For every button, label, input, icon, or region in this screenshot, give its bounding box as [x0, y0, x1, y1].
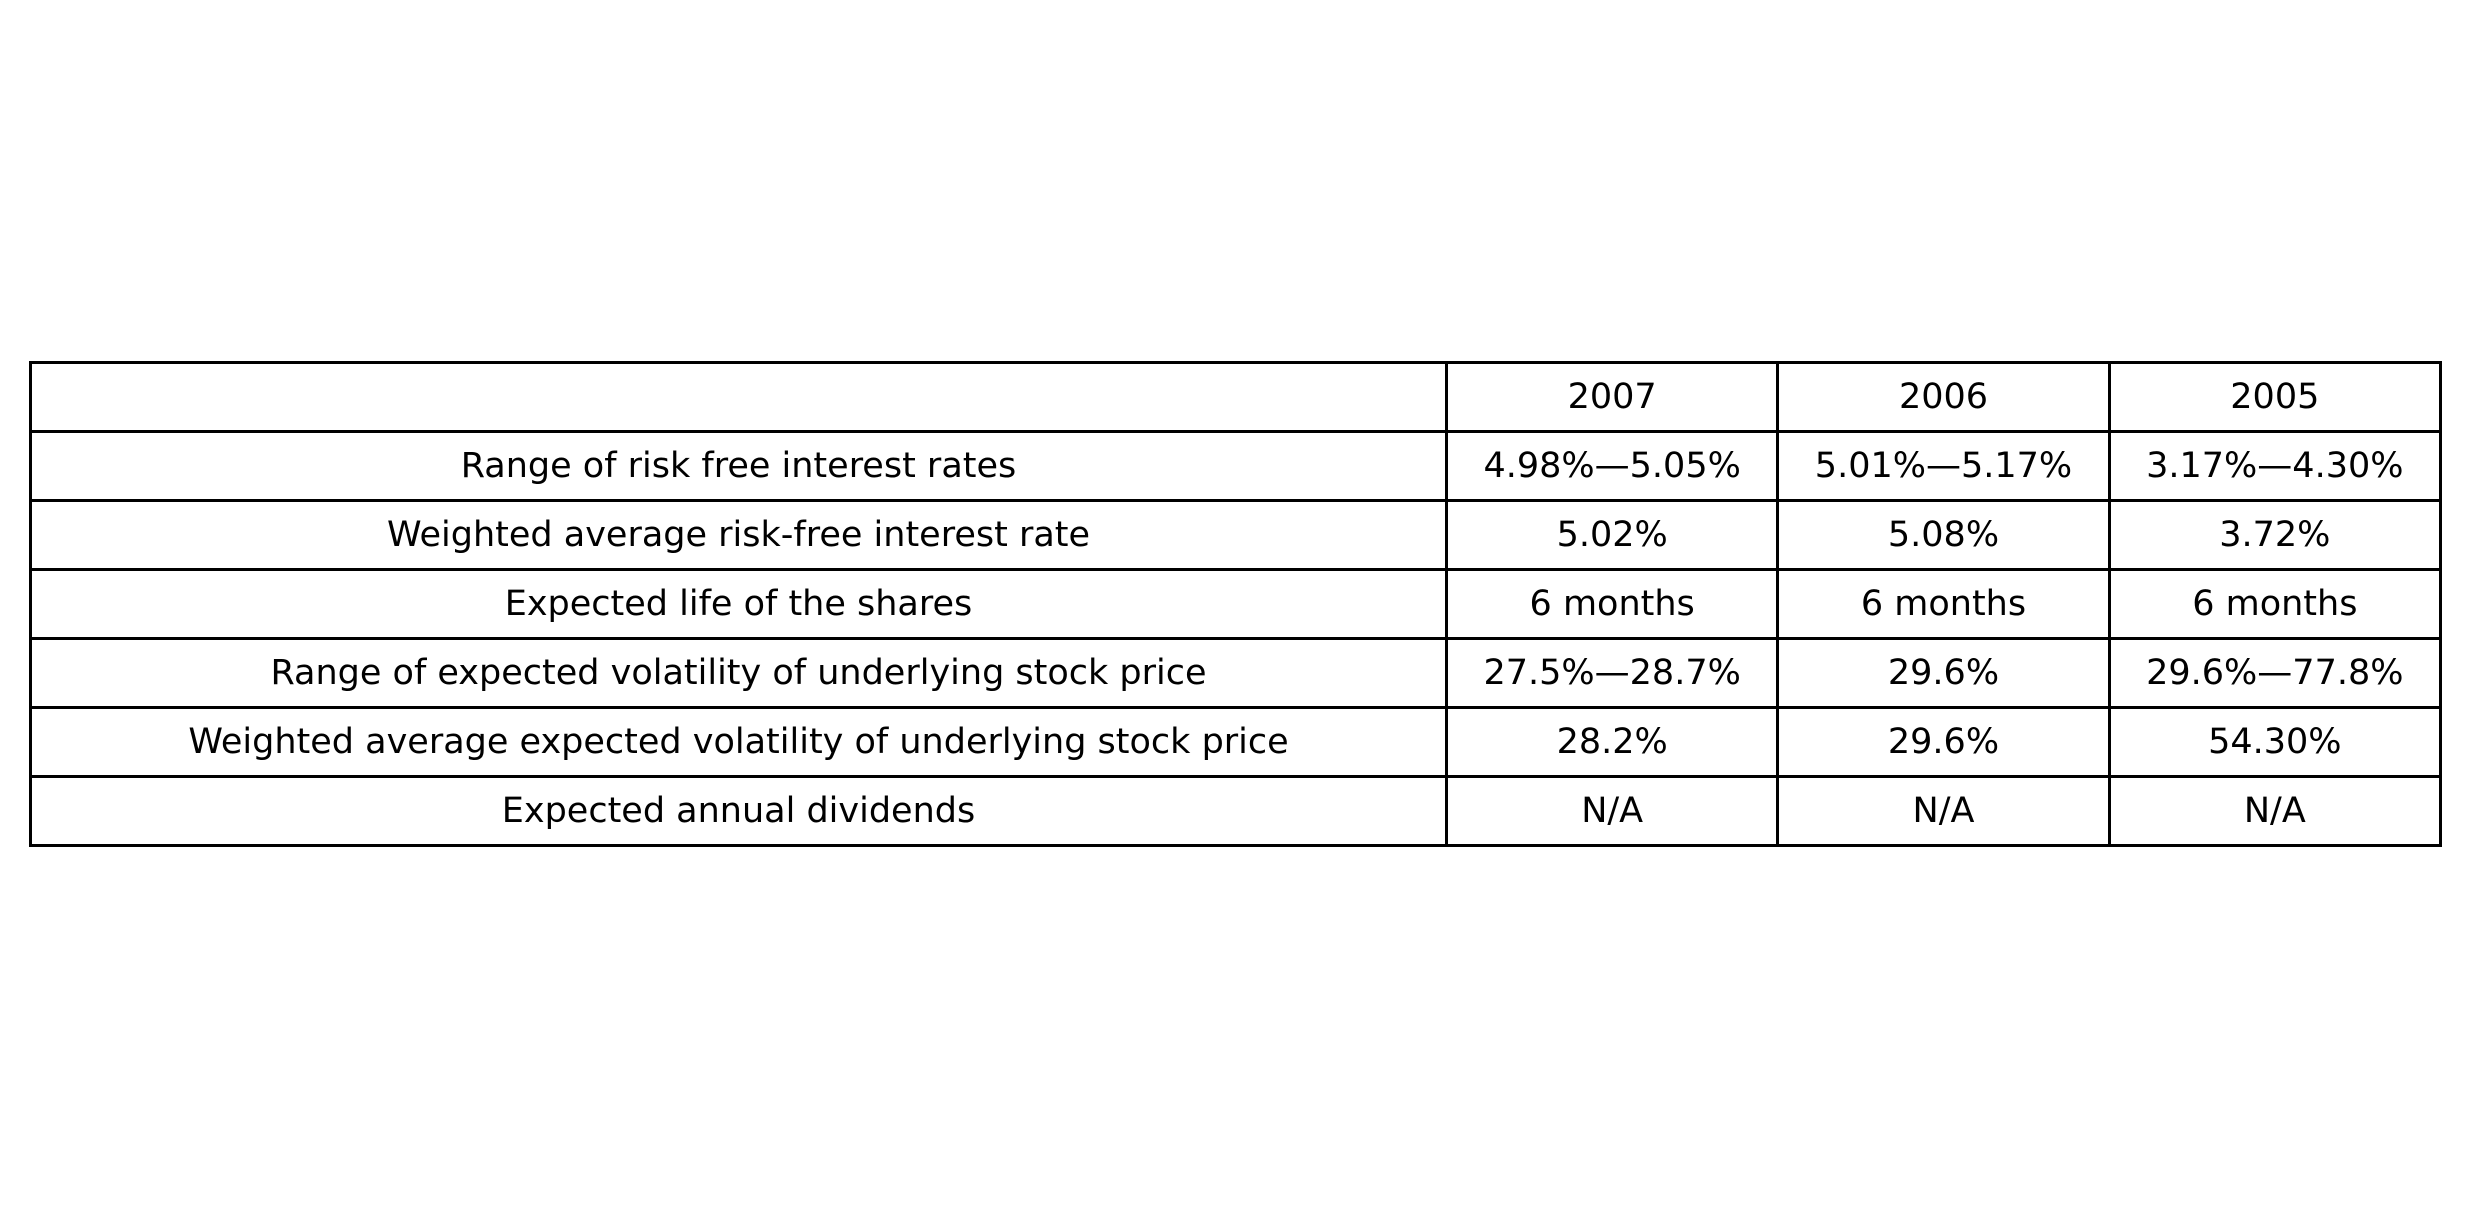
row-label: Weighted average expected volatility of … [29, 706, 1448, 778]
cell-2005: 29.6%—77.8% [2107, 637, 2442, 709]
cell-2005: 54.30% [2107, 706, 2442, 778]
table-row: Range of expected volatility of underlyi… [29, 637, 2442, 709]
cell-2007: 4.98%—5.05% [1444, 430, 1780, 502]
cell-2006: N/A [1776, 775, 2111, 847]
table-row: Expected life of the shares 6 months 6 m… [29, 568, 2442, 640]
header-label-cell [29, 361, 1448, 433]
table-row: Range of risk free interest rates 4.98%—… [29, 430, 2442, 502]
row-label: Weighted average risk-free interest rate [29, 499, 1448, 571]
table-row: Weighted average expected volatility of … [29, 706, 2442, 778]
cell-2007: 6 months [1444, 568, 1780, 640]
row-label: Expected annual dividends [29, 775, 1448, 847]
header-year-2006: 2006 [1776, 361, 2111, 433]
cell-2006: 5.08% [1776, 499, 2111, 571]
cell-2005: 6 months [2107, 568, 2442, 640]
table-row: Expected annual dividends N/A N/A N/A [29, 775, 2442, 847]
cell-2007: N/A [1444, 775, 1780, 847]
cell-2005: N/A [2107, 775, 2442, 847]
header-row: 2007 2006 2005 [29, 361, 2442, 433]
cell-2005: 3.17%—4.30% [2107, 430, 2442, 502]
header-year-2007: 2007 [1444, 361, 1780, 433]
cell-2006: 5.01%—5.17% [1776, 430, 2111, 502]
cell-2007: 5.02% [1444, 499, 1780, 571]
cell-2006: 6 months [1776, 568, 2111, 640]
table-row: Weighted average risk-free interest rate… [29, 499, 2442, 571]
cell-2006: 29.6% [1776, 706, 2111, 778]
header-year-2005: 2005 [2107, 361, 2442, 433]
cell-2006: 29.6% [1776, 637, 2111, 709]
assumptions-table: 2007 2006 2005 Range of risk free intere… [29, 361, 2442, 847]
row-label: Range of risk free interest rates [29, 430, 1448, 502]
cell-2007: 28.2% [1444, 706, 1780, 778]
row-label: Expected life of the shares [29, 568, 1448, 640]
cell-2005: 3.72% [2107, 499, 2442, 571]
row-label: Range of expected volatility of underlyi… [29, 637, 1448, 709]
cell-2007: 27.5%—28.7% [1444, 637, 1780, 709]
